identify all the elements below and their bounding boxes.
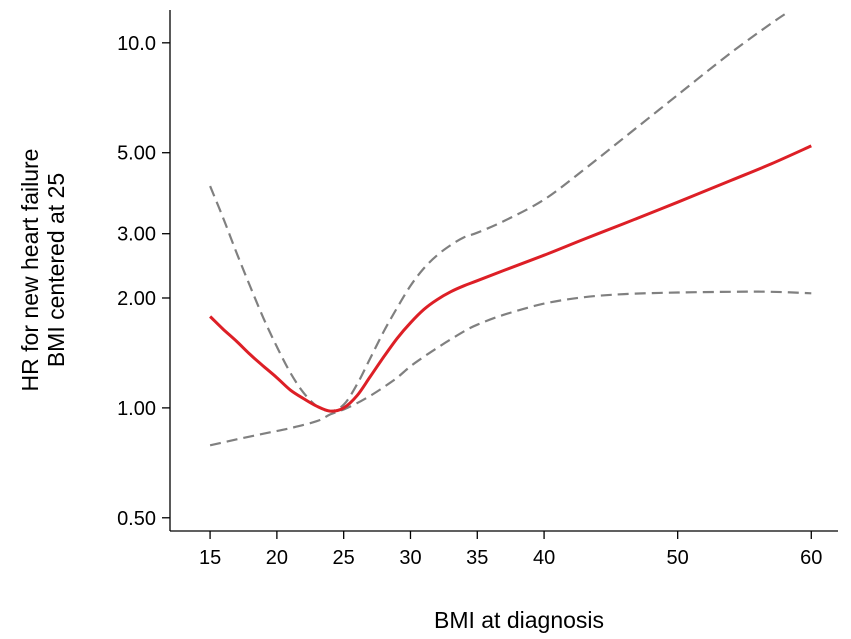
- x-axis-title: BMI at diagnosis: [434, 607, 604, 633]
- lower-ci-curve: [209, 290, 812, 447]
- plot-area: [209, 11, 812, 447]
- y-axis-ticks: 0.50 1.00 2.00 3.00 5.00 10.0: [117, 33, 170, 530]
- y-tick-label: 2.00: [117, 288, 156, 310]
- y-tick-label: 0.50: [117, 508, 156, 530]
- y-axis-title-line-2: BMI centered at 25: [43, 173, 69, 367]
- y-tick-label: 3.00: [117, 224, 156, 246]
- x-tick-label: 15: [199, 547, 221, 569]
- x-tick-label: 30: [399, 547, 421, 569]
- y-tick-label: 5.00: [117, 143, 156, 165]
- x-tick-label: 35: [466, 547, 488, 569]
- y-tick-label: 10.0: [117, 33, 156, 55]
- x-tick-label: 40: [533, 547, 555, 569]
- x-axis-ticks: 15 20 25 30 35 40 50 60: [199, 531, 822, 569]
- x-tick-label: 25: [333, 547, 355, 569]
- y-axis-title-line-1: HR for new heart failure: [17, 149, 43, 392]
- x-tick-label: 50: [667, 547, 689, 569]
- hazard-ratio-curve: [209, 144, 812, 413]
- x-tick-label: 60: [800, 547, 822, 569]
- y-tick-label: 1.00: [117, 398, 156, 420]
- upper-ci-curve: [209, 11, 788, 413]
- x-tick-label: 20: [266, 547, 288, 569]
